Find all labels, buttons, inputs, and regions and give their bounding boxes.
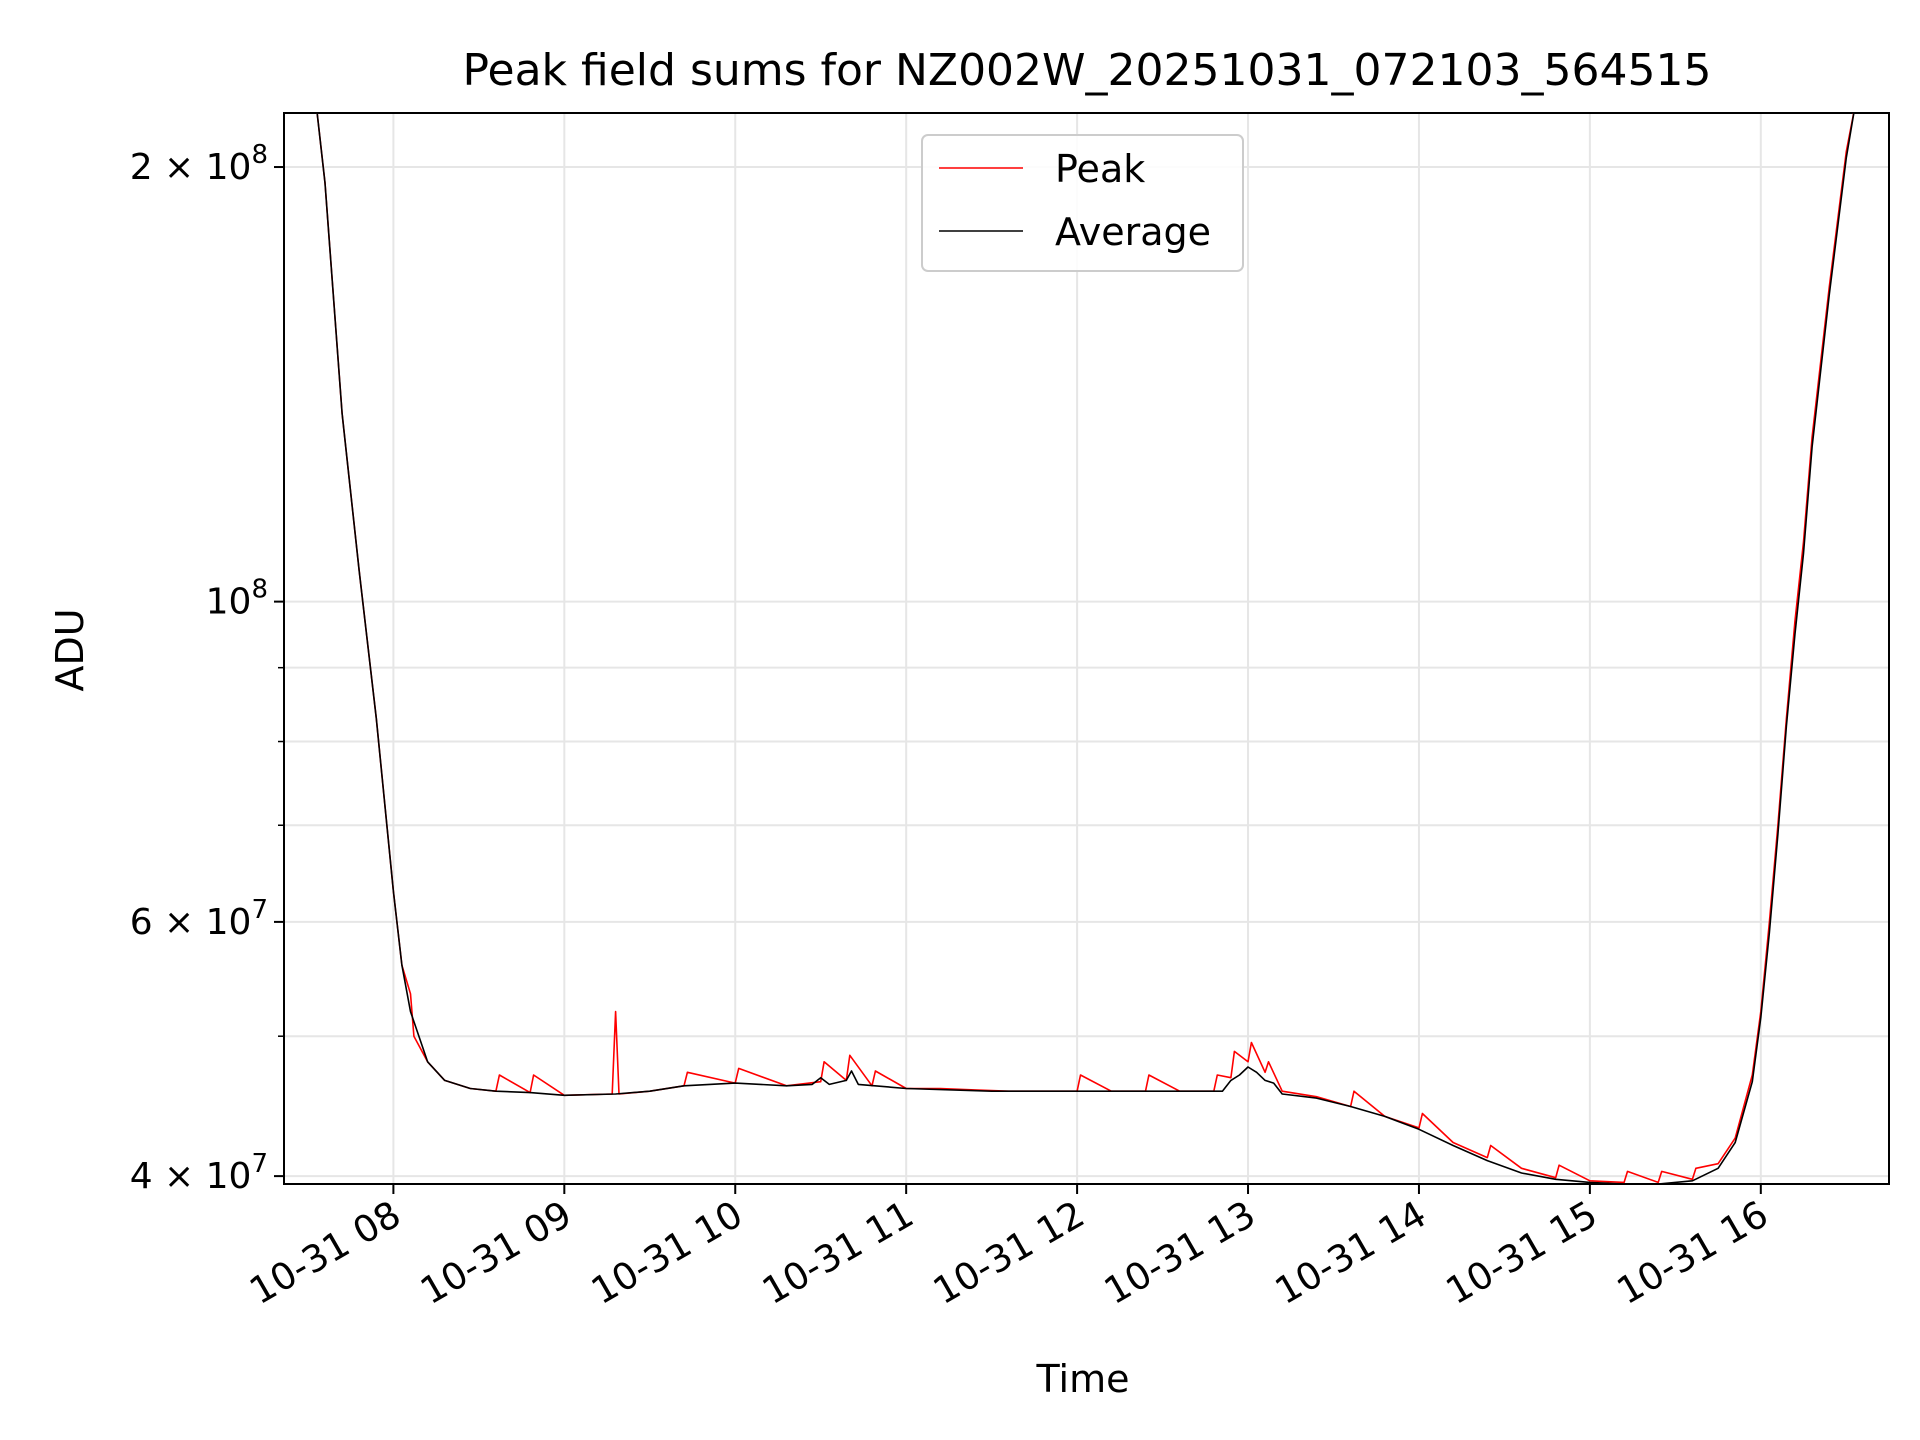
y-axis: 4 × 107 6 × 107 108 2 × 108 xyxy=(130,140,284,1197)
series-line-peak xyxy=(316,113,1855,1184)
data-series xyxy=(316,113,1855,1184)
legend-average-label: Average xyxy=(1055,210,1211,254)
y-tick-label: 4 × 107 xyxy=(130,1149,268,1197)
chart-title: Peak field sums for NZ002W_20251031_0721… xyxy=(463,45,1712,96)
x-axis-label: Time xyxy=(1036,1357,1130,1401)
y-tick-label: 108 xyxy=(206,575,268,623)
legend-box xyxy=(921,134,1244,272)
y-tick-label: 2 × 108 xyxy=(130,140,268,188)
grid xyxy=(284,113,1889,1184)
y-axis-label: ADU xyxy=(48,608,92,691)
series-line-average xyxy=(316,113,1855,1184)
plot-frame xyxy=(283,112,1890,1185)
legend: Peak Average xyxy=(921,134,1244,272)
y-tick-label: 6 × 107 xyxy=(130,895,268,943)
legend-peak-label: Peak xyxy=(1055,147,1145,191)
